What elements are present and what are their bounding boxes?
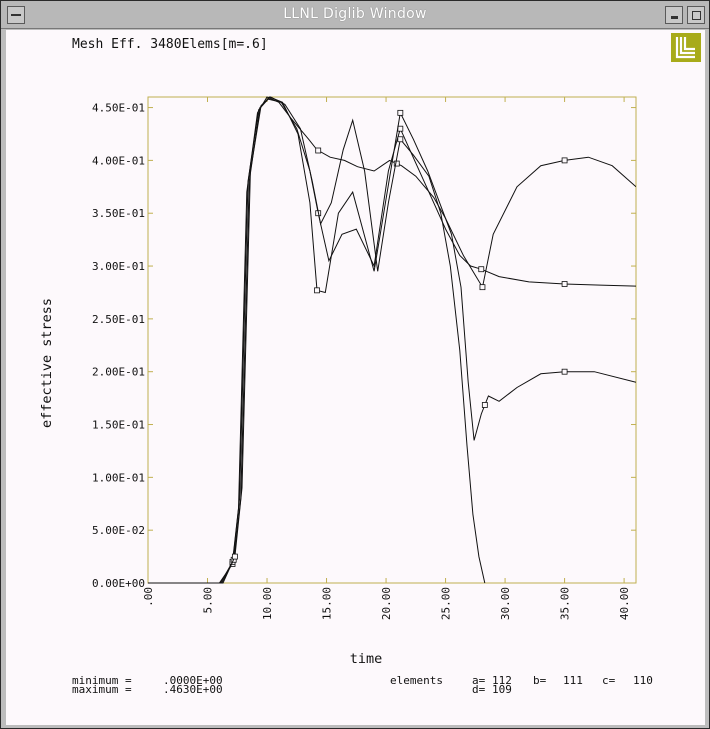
maximize-button[interactable] (687, 6, 705, 24)
x-tick-label: 40.00 (618, 587, 631, 620)
y-tick-label: 4.50E-01 (92, 102, 145, 115)
y-tick-label: 1.50E-01 (92, 419, 145, 432)
element-d-id: 109 (492, 683, 512, 696)
x-tick-label: 15.00 (321, 587, 334, 620)
window-title: LLNL Diglib Window (283, 6, 427, 22)
series-marker-a (561, 157, 568, 164)
x-tick-label: 35.00 (559, 587, 572, 620)
series-line-c (148, 96, 636, 584)
plot-frame (147, 96, 637, 584)
minimum-label: minimum = (72, 674, 132, 687)
element-a-id: 112 (492, 674, 512, 687)
series-marker-b (478, 266, 485, 273)
x-axis-label: time (350, 651, 383, 667)
element-c-key: c= (602, 674, 616, 687)
series-marker-c (561, 368, 568, 375)
data-series (148, 96, 636, 584)
x-tick-label: 25.00 (440, 587, 453, 620)
series-marker-b (561, 281, 568, 287)
y-tick-label: 5.00E-02 (92, 524, 145, 537)
element-b-key: b= (533, 674, 547, 687)
element-d-key: d= (472, 683, 486, 696)
y-tick-label: 4.00E-01 (92, 154, 145, 167)
window-menu-button[interactable] (7, 6, 25, 24)
maximum-value: .4630E+00 (163, 683, 223, 696)
series-marker-b (397, 125, 404, 132)
series-marker-a (479, 284, 486, 291)
y-tick-label: 3.00E-01 (92, 260, 145, 273)
plot-title: Mesh Eff. 3480Elems[m=.6] (72, 37, 268, 52)
series-marker-c (397, 109, 404, 116)
elements-label: elements (390, 674, 443, 687)
plot-canvas: Mesh Eff. 3480Elems[m=.6] .00 5.00 10.00 15… (6, 30, 705, 725)
line-chart: Mesh Eff. 3480Elems[m=.6] .00 5.00 10.00 15… (39, 33, 701, 696)
x-tick-label: 5.00 (202, 587, 215, 614)
maximum-label: maximum = (72, 683, 132, 696)
series-marker-d (397, 136, 404, 143)
y-tick-label: 2.00E-01 (92, 366, 145, 379)
plot-frame-rect (147, 96, 637, 584)
series-marker-a (315, 147, 322, 154)
series-line-a (148, 96, 636, 584)
series-line-b (148, 98, 636, 584)
x-tick-label: 10.00 (261, 587, 274, 620)
x-tick-label: 30.00 (499, 587, 512, 620)
x-tick-label: 20.00 (380, 587, 393, 620)
llnl-logo (671, 33, 701, 62)
minimum-value: .0000E+00 (163, 674, 223, 687)
minimize-button[interactable] (665, 6, 683, 24)
y-tick-label: 2.50E-01 (92, 313, 145, 326)
y-axis-label: effective stress (39, 298, 55, 428)
element-b-id: 111 (563, 674, 583, 687)
y-tick-label: 3.50E-01 (92, 207, 145, 220)
axis-ticks: .00 5.00 10.00 15.00 20.00 25.00 30.00 35.00 40.… (92, 97, 636, 620)
element-a-key: a= (472, 674, 486, 687)
series-marker-a (393, 160, 400, 167)
logo-lines (675, 37, 695, 59)
element-c-id: 110 (633, 674, 653, 687)
x-tick-label: .00 (142, 587, 155, 607)
y-tick-label: 0.00E+00 (92, 577, 145, 590)
series-marker-c (314, 287, 320, 294)
title-bar[interactable]: LLNL Diglib Window (1, 1, 709, 29)
series-marker-c (481, 402, 488, 408)
series-line-d (148, 96, 486, 584)
y-tick-label: 1.00E-01 (92, 471, 145, 484)
series-marker-d (231, 553, 238, 560)
